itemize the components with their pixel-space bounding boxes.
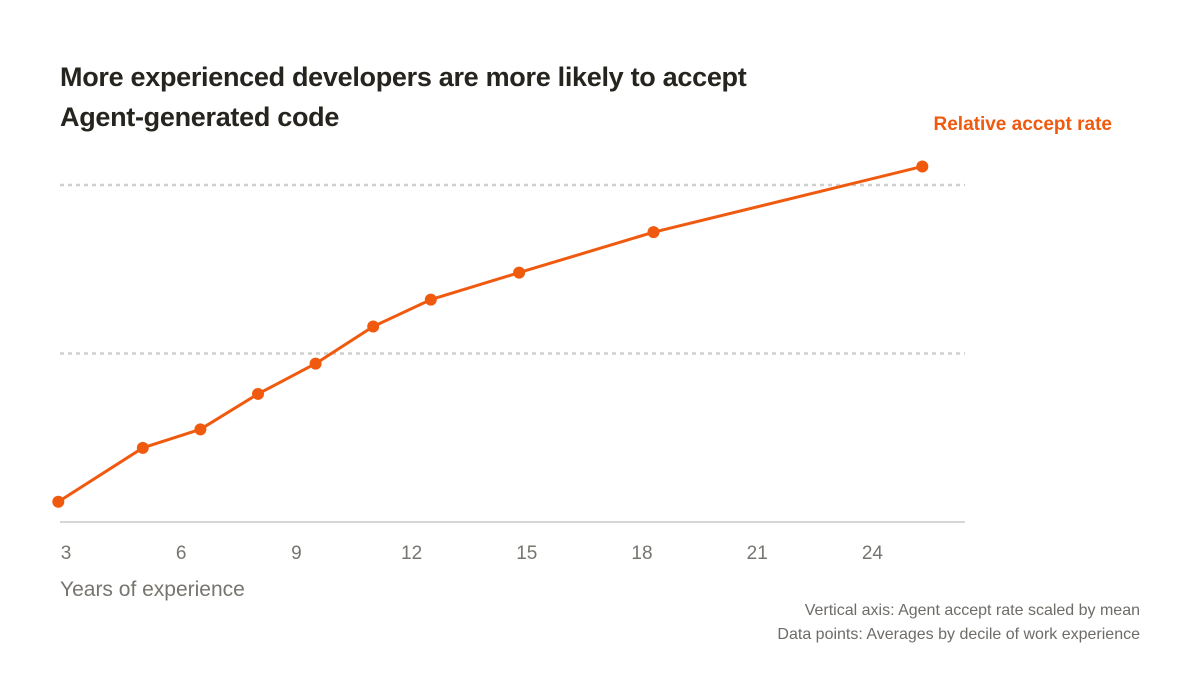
grid-layer: [60, 183, 965, 355]
data-point: [252, 387, 264, 400]
x-tick-label: 6: [176, 543, 187, 564]
data-point: [136, 441, 149, 454]
x-tick-label: 18: [631, 543, 652, 564]
data-point: [194, 423, 207, 436]
data-point: [513, 266, 526, 279]
data-point: [424, 293, 437, 306]
data-point: [916, 160, 929, 173]
data-points: [52, 160, 929, 508]
note-data-points: Data points: Averages by decile of work …: [777, 626, 1140, 643]
chart-notes: Vertical axis: Agent accept rate scaled …: [777, 599, 1140, 647]
chart-title: More experienced developers are more lik…: [60, 62, 747, 132]
x-tick-label: 15: [516, 543, 537, 564]
x-tick-label: 21: [747, 543, 768, 564]
note-vertical-axis: Vertical axis: Agent accept rate scaled …: [804, 602, 1140, 619]
data-point: [367, 320, 380, 333]
data-point: [309, 357, 322, 370]
x-tick-labels: 3 6 9 12 15 18 21 24: [61, 543, 884, 564]
data-point: [647, 226, 660, 239]
x-tick-label: 24: [862, 543, 884, 564]
x-tick-label: 3: [61, 543, 72, 564]
x-axis-label: Years of experience: [60, 578, 245, 601]
x-tick-label: 12: [401, 543, 422, 564]
series-line: [57, 165, 923, 504]
x-tick-label: 9: [291, 543, 302, 564]
data-point: [52, 495, 65, 508]
series-label: Relative accept rate: [933, 114, 1113, 135]
